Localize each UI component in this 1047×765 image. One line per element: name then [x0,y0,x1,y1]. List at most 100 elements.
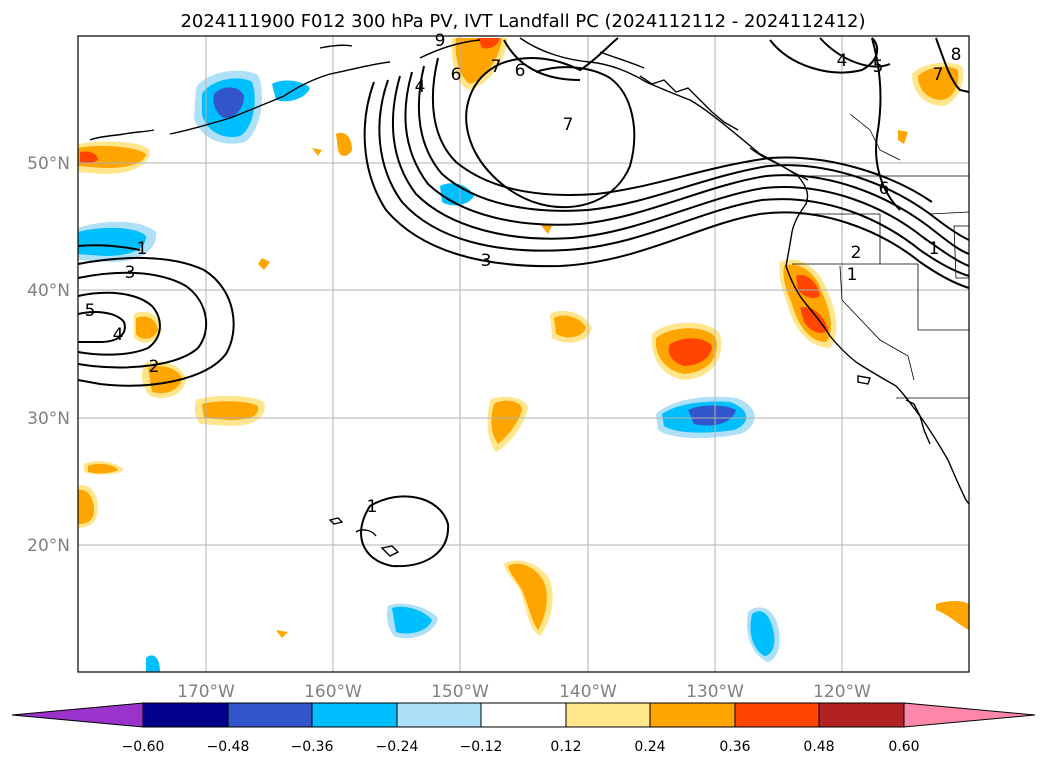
pv-contour-west-4 [77,311,126,343]
positive-anomaly-patch [491,400,522,444]
contour-label: 7 [563,115,574,135]
contour-labels: 1 1 2 2 3 3 4 4 4 5 5 6 6 6 7 7 7 8 9 1 … [85,31,962,517]
contour-label: 4 [415,77,426,97]
pv-contour-upper-right-1 [769,37,879,74]
pv-contour-west-1 [77,256,235,387]
north-america-coastline [519,37,970,505]
positive-anomaly-patch [258,258,270,270]
negative-anomaly-patch [213,87,244,118]
shading-layer [78,38,969,672]
map-frame [77,35,970,673]
contour-label: 2 [851,243,862,263]
baja-coast [905,399,931,445]
channel-islands [857,375,871,385]
state-border-id [929,211,970,215]
state-border-ca-nv [839,265,915,381]
lon-label-130w: 130°W [686,682,744,702]
contour-label: 4 [113,325,124,345]
positive-anomaly-patch [800,307,828,333]
pv-contour-3 [392,75,970,267]
contour-label: 7 [933,65,944,85]
lon-label-140w: 140°W [559,682,617,702]
pv-contour-1 [363,81,970,289]
lon-label-160w: 160°W [304,682,362,702]
positive-anomaly-patch [478,38,500,49]
pv-contour-5 [417,65,970,241]
positive-anomaly-patch [898,130,908,144]
positive-anomaly-patch [796,275,820,298]
longitude-labels: 170°W 160°W 150°W 140°W 130°W 120°W [177,682,871,702]
positive-anomaly-patch [668,338,712,366]
negative-anomaly-patch [146,655,160,672]
pv-contour-hawaii [360,495,450,568]
lon-label-150w: 150°W [431,682,489,702]
aleutian-islands [169,61,391,135]
alaska-coast-detail [599,51,645,69]
colorbar-tick-label: 0.48 [803,739,834,755]
pv-contour-8 [503,39,581,81]
colorbar-tick-label: 0.36 [719,739,750,755]
pv-contour-west-2 [77,271,207,369]
pv-contour-upper-right-3 [871,37,901,211]
negative-anomaly-patch [392,606,432,634]
positive-anomaly-patch [455,38,502,84]
pv-contour-6 [431,57,933,203]
political-borders [792,113,970,399]
positive-anomaly-patch [312,148,322,156]
hawaii-island-2 [380,545,400,557]
negative-anomaly-patch [688,405,736,426]
contour-label: 4 [837,51,848,71]
alaska-coastline [419,39,481,59]
colorbar-tick-label: −0.12 [460,739,503,755]
contour-label: 1 [929,239,940,259]
colorbar-segment [311,702,398,728]
contour-label: 8 [951,45,962,65]
colorbar-extend-high [903,702,1036,728]
gridlines [78,36,969,672]
positive-anomaly-patch [276,630,288,638]
lat-label-30n: 30°N [27,409,70,429]
colorbar-tick-label: 0.24 [634,739,665,755]
positive-anomaly-patch [88,463,118,474]
colorbar-tick-label: −0.48 [207,739,250,755]
map-title: 2024111900 F012 300 hPa PV, IVT Landfall… [180,11,865,32]
map-panel: 1 1 2 2 3 3 4 4 4 5 5 6 6 6 7 7 7 8 9 1 … [77,31,970,673]
colorbar-tick-label: 0.60 [888,739,919,755]
colorbar-segment [734,702,820,728]
contour-label: 5 [85,301,96,321]
negative-anomaly-patch [750,611,775,656]
contour-label: 1 [367,497,378,517]
contour-label: 9 [435,31,446,51]
latitude-labels: 50°N 40°N 30°N 20°N [27,154,70,556]
pv-contour-4 [404,71,970,255]
coastlines [89,37,970,557]
positive-anomaly-patch [554,315,586,338]
lat-label-40n: 40°N [27,281,70,301]
pv-contour-west-3 [77,291,161,356]
colorbar-tick-label: −0.60 [122,739,165,755]
positive-anomaly-patch [202,401,259,420]
positive-anomaly-patch [540,224,552,234]
contour-label: 5 [873,57,884,77]
colorbar-segment [818,702,905,728]
pv-contour-7b [469,66,636,209]
positive-anomaly-patch [508,563,547,630]
contour-label: 6 [515,61,526,81]
pv-contour-2 [378,79,970,277]
contour-label: 3 [481,251,492,271]
colorbar-extend-low [11,702,144,728]
positive-anomaly-patch [336,132,352,156]
pv-contour-7a [465,37,619,141]
colorbar-segment [480,702,567,728]
contour-label: 3 [125,263,136,283]
inside-passage [639,75,739,131]
lon-label-120w: 120°W [813,682,871,702]
colorbar-segment [227,702,313,728]
lat-label-50n: 50°N [27,154,70,174]
colorbar-tick-label: −0.36 [291,739,334,755]
positive-anomaly-patch [78,489,94,524]
colorbar-segment [142,702,229,728]
contour-label: 6 [451,65,462,85]
positive-anomaly-patch [80,151,98,164]
